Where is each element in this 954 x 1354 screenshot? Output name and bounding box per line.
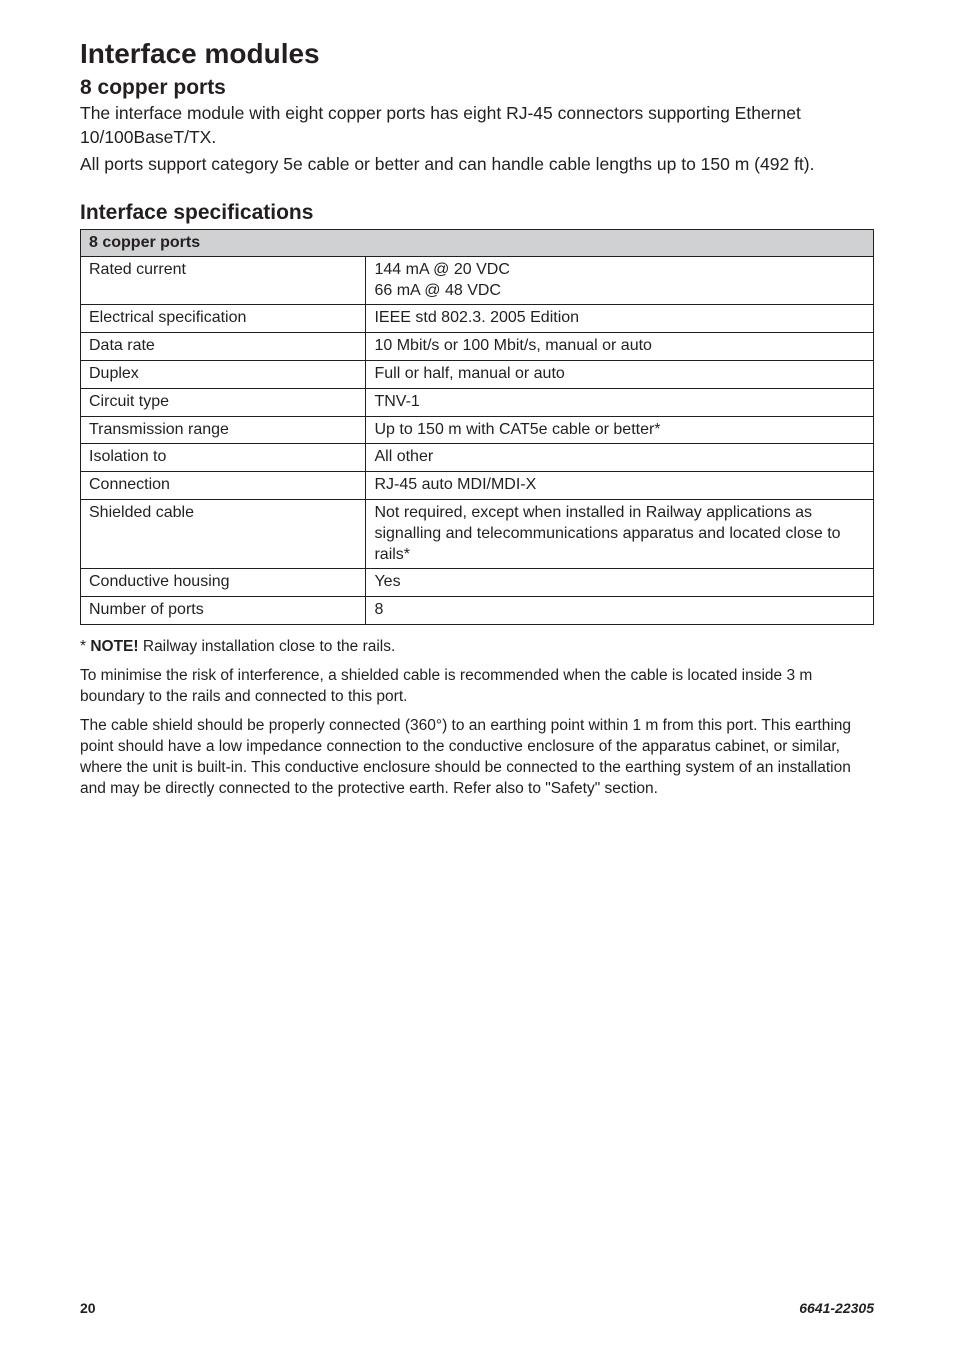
table-row: Shielded cableNot required, except when … — [81, 500, 874, 569]
table-cell-value: 8 — [366, 597, 874, 625]
table-cell-value: IEEE std 802.3. 2005 Edition — [366, 305, 874, 333]
table-cell-label: Rated current — [81, 256, 366, 305]
table-row: Isolation toAll other — [81, 444, 874, 472]
intro-paragraph-1: The interface module with eight copper p… — [80, 102, 874, 149]
table-cell-value: Up to 150 m with CAT5e cable or better* — [366, 416, 874, 444]
table-body: Rated current144 mA @ 20 VDC 66 mA @ 48 … — [81, 256, 874, 624]
table-cell-label: Shielded cable — [81, 500, 366, 569]
table-cell-value: 10 Mbit/s or 100 Mbit/s, manual or auto — [366, 333, 874, 361]
table-cell-label: Transmission range — [81, 416, 366, 444]
table-cell-label: Circuit type — [81, 388, 366, 416]
table-cell-label: Conductive housing — [81, 569, 366, 597]
table-row: Electrical specificationIEEE std 802.3. … — [81, 305, 874, 333]
table-cell-value: All other — [366, 444, 874, 472]
table-cell-value: RJ-45 auto MDI/MDI-X — [366, 472, 874, 500]
table-cell-value: 144 mA @ 20 VDC 66 mA @ 48 VDC — [366, 256, 874, 305]
table-cell-label: Isolation to — [81, 444, 366, 472]
table-cell-label: Electrical specification — [81, 305, 366, 333]
table-cell-label: Data rate — [81, 333, 366, 361]
note-rest: Railway installation close to the rails. — [139, 638, 396, 655]
page-title: Interface modules — [80, 38, 874, 70]
table-row: Rated current144 mA @ 20 VDC 66 mA @ 48 … — [81, 256, 874, 305]
paragraph-after-note-2: The cable shield should be properly conn… — [80, 716, 874, 800]
section-heading-interface-specs: Interface specifications — [80, 201, 874, 225]
table-cell-label: Duplex — [81, 361, 366, 389]
table-row: Number of ports8 — [81, 597, 874, 625]
note-bold: NOTE! — [90, 638, 138, 655]
page-footer: 20 6641-22305 — [80, 1300, 874, 1316]
section-heading-copper-ports: 8 copper ports — [80, 76, 874, 100]
intro-paragraph-2: All ports support category 5e cable or b… — [80, 153, 874, 177]
paragraph-after-note-1: To minimise the risk of interference, a … — [80, 666, 874, 708]
document-id: 6641-22305 — [799, 1300, 874, 1316]
table-header: 8 copper ports — [81, 229, 874, 256]
table-cell-label: Connection — [81, 472, 366, 500]
table-cell-value: Yes — [366, 569, 874, 597]
table-row: Data rate10 Mbit/s or 100 Mbit/s, manual… — [81, 333, 874, 361]
table-cell-value: TNV-1 — [366, 388, 874, 416]
interface-specs-table: 8 copper ports Rated current144 mA @ 20 … — [80, 229, 874, 625]
table-row: Circuit typeTNV-1 — [81, 388, 874, 416]
page-number: 20 — [80, 1300, 96, 1316]
note-prefix: * — [80, 638, 90, 655]
table-cell-value: Full or half, manual or auto — [366, 361, 874, 389]
table-row: DuplexFull or half, manual or auto — [81, 361, 874, 389]
table-cell-value: Not required, except when installed in R… — [366, 500, 874, 569]
table-row: ConnectionRJ-45 auto MDI/MDI-X — [81, 472, 874, 500]
table-row: Conductive housingYes — [81, 569, 874, 597]
table-cell-label: Number of ports — [81, 597, 366, 625]
note-line: * NOTE! Railway installation close to th… — [80, 637, 874, 658]
table-row: Transmission rangeUp to 150 m with CAT5e… — [81, 416, 874, 444]
